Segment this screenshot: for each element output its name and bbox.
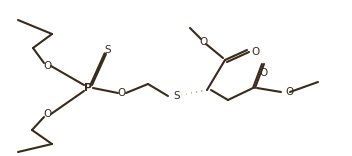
Text: P: P xyxy=(84,83,92,93)
Text: O: O xyxy=(259,68,267,78)
Text: O: O xyxy=(200,37,208,47)
Text: O: O xyxy=(118,88,126,98)
Text: S: S xyxy=(173,91,180,101)
Text: O: O xyxy=(251,47,259,57)
Text: S: S xyxy=(105,45,111,55)
Text: O: O xyxy=(285,87,293,97)
Text: O: O xyxy=(43,109,51,119)
Text: O: O xyxy=(43,61,51,71)
